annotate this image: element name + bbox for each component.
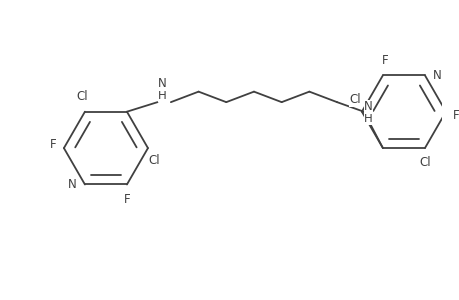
Text: Cl: Cl: [76, 91, 88, 103]
Text: F: F: [381, 54, 388, 67]
Text: H: H: [157, 89, 166, 102]
Text: N: N: [68, 178, 77, 191]
Text: Cl: Cl: [349, 93, 360, 106]
Text: N: N: [157, 77, 166, 91]
Text: Cl: Cl: [418, 156, 430, 169]
Text: F: F: [453, 109, 459, 122]
Text: Cl: Cl: [149, 154, 160, 166]
Text: H: H: [364, 112, 372, 125]
Text: F: F: [123, 193, 130, 206]
Text: N: N: [364, 100, 372, 113]
Text: F: F: [50, 138, 56, 151]
Text: N: N: [432, 69, 441, 82]
